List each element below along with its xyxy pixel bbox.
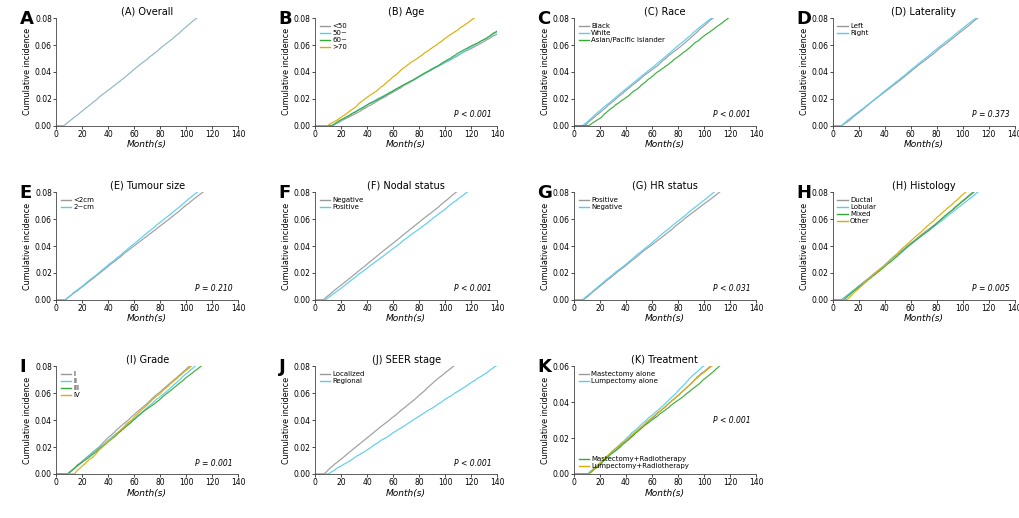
Title: (J) SEER stage: (J) SEER stage [371,355,440,365]
Title: (G) HR status: (G) HR status [632,181,697,191]
Title: (D) Laterality: (D) Laterality [891,7,955,17]
Legend: I, II, III, IV: I, II, III, IV [59,370,82,400]
Text: P < 0.001: P < 0.001 [453,458,491,468]
Title: (H) Histology: (H) Histology [891,181,955,191]
X-axis label: Month(s): Month(s) [127,488,167,497]
Title: (I) Grade: (I) Grade [125,355,169,365]
Text: F: F [278,184,290,202]
Text: P < 0.031: P < 0.031 [712,284,750,293]
Legend: Positive, Negative: Positive, Negative [577,196,624,211]
Legend: <2cm, 2~cm: <2cm, 2~cm [59,196,96,211]
Title: (F) Nodal status: (F) Nodal status [367,181,444,191]
Y-axis label: Cumulative incidence: Cumulative incidence [540,28,549,116]
Y-axis label: Cumulative incidence: Cumulative incidence [281,203,290,290]
X-axis label: Month(s): Month(s) [644,140,684,149]
Text: I: I [19,358,26,376]
Y-axis label: Cumulative incidence: Cumulative incidence [281,28,290,116]
Text: P < 0.001: P < 0.001 [712,416,750,425]
Y-axis label: Cumulative incidence: Cumulative incidence [799,203,808,290]
Y-axis label: Cumulative incidence: Cumulative incidence [540,377,549,464]
Text: C: C [537,9,550,27]
Title: (A) Overall: (A) Overall [121,7,173,17]
Text: P = 0.001: P = 0.001 [195,458,232,468]
X-axis label: Month(s): Month(s) [903,140,943,149]
Y-axis label: Cumulative incidence: Cumulative incidence [23,377,33,464]
X-axis label: Month(s): Month(s) [386,314,426,323]
Legend: Mastectomy alone, Lumpectomy alone: Mastectomy alone, Lumpectomy alone [577,370,658,386]
Legend: Localized, Regional: Localized, Regional [318,370,366,386]
Y-axis label: Cumulative incidence: Cumulative incidence [23,203,33,290]
Y-axis label: Cumulative incidence: Cumulative incidence [23,28,33,116]
X-axis label: Month(s): Month(s) [644,314,684,323]
Y-axis label: Cumulative incidence: Cumulative incidence [281,377,290,464]
Y-axis label: Cumulative incidence: Cumulative incidence [799,28,808,116]
X-axis label: Month(s): Month(s) [127,314,167,323]
Y-axis label: Cumulative incidence: Cumulative incidence [540,203,549,290]
Text: G: G [537,184,551,202]
Legend: Left, Right: Left, Right [836,22,869,37]
X-axis label: Month(s): Month(s) [386,140,426,149]
Text: E: E [19,184,32,202]
X-axis label: Month(s): Month(s) [386,488,426,497]
Text: P < 0.001: P < 0.001 [453,284,491,293]
Title: (C) Race: (C) Race [644,7,685,17]
Text: P = 0.005: P = 0.005 [971,284,1009,293]
Text: D: D [796,9,810,27]
Text: P = 0.210: P = 0.210 [195,284,232,293]
Legend: <50, 50~, 60~, >70: <50, 50~, 60~, >70 [318,22,348,51]
Text: H: H [796,184,810,202]
Text: J: J [278,358,285,376]
Text: K: K [537,358,550,376]
Title: (B) Age: (B) Age [387,7,424,17]
Legend: Black, White, Asian/Pacific Islander: Black, White, Asian/Pacific Islander [577,22,665,45]
Text: P < 0.001: P < 0.001 [453,110,491,119]
Title: (E) Tumour size: (E) Tumour size [110,181,184,191]
Text: P = 0.373: P = 0.373 [971,110,1009,119]
Text: A: A [19,9,34,27]
Text: P < 0.001: P < 0.001 [712,110,750,119]
X-axis label: Month(s): Month(s) [903,314,943,323]
X-axis label: Month(s): Month(s) [644,488,684,497]
Title: (K) Treatment: (K) Treatment [631,355,698,365]
X-axis label: Month(s): Month(s) [127,140,167,149]
Legend: Negative, Positive: Negative, Positive [318,196,365,211]
Legend: Ductal, Lobular, Mixed, Other: Ductal, Lobular, Mixed, Other [836,196,876,226]
Text: B: B [278,9,291,27]
